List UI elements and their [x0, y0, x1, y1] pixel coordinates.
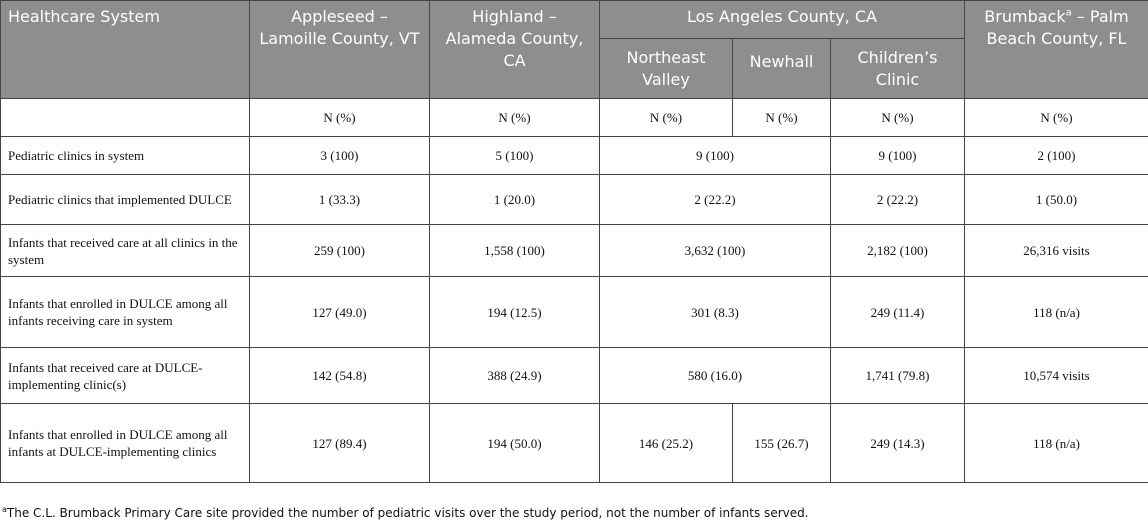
brumback-name: Brumback: [984, 7, 1066, 26]
table-row: N (%) N (%) N (%) N (%) N (%) N (%): [0, 98, 1148, 137]
header-newhall: Newhall: [732, 38, 831, 99]
table-row: Infants that received care at all clinic…: [0, 224, 1148, 277]
table-cell: 194 (50.0): [429, 403, 600, 483]
table-cell: 194 (12.5): [429, 276, 600, 348]
table-cell: 10,574 visits: [964, 347, 1148, 404]
table-cell: 1 (33.3): [249, 174, 430, 225]
results-table: Healthcare System Appleseed – Lamoille C…: [0, 0, 1148, 483]
row-label: Infants that enrolled in DULCE among all…: [0, 403, 250, 483]
n-pct-label: N (%): [830, 98, 965, 137]
header-healthcare-system: Healthcare System: [0, 0, 250, 99]
brumback-location: – Palm Beach County, FL: [986, 7, 1129, 48]
table-cell: 1 (50.0): [964, 174, 1148, 225]
table-cell: 127 (49.0): [249, 276, 430, 348]
row-label: Infants that received care at DULCE-impl…: [0, 347, 250, 404]
row-label: Pediatric clinics in system: [0, 136, 250, 175]
header-highland: Highland – Alameda County, CA: [429, 0, 600, 99]
table-cell: [0, 98, 250, 137]
table-cell: 301 (8.3): [599, 276, 831, 348]
table-cell: 2 (22.2): [830, 174, 965, 225]
table-cell: 146 (25.2): [599, 403, 733, 483]
table-cell: 388 (24.9): [429, 347, 600, 404]
table-cell: 5 (100): [429, 136, 600, 175]
table-row: Infants that received care at DULCE-impl…: [0, 347, 1148, 404]
table-cell: 3 (100): [249, 136, 430, 175]
footnote-text: The C.L. Brumback Primary Care site prov…: [6, 506, 809, 520]
table-cell: 127 (89.4): [249, 403, 430, 483]
table-row: Pediatric clinics that implemented DULCE…: [0, 174, 1148, 225]
table-cell: 259 (100): [249, 224, 430, 277]
table-cell: 26,316 visits: [964, 224, 1148, 277]
table-cell: 118 (n/a): [964, 403, 1148, 483]
table-cell: 155 (26.7): [732, 403, 831, 483]
table-cell: 249 (11.4): [830, 276, 965, 348]
table-cell: 142 (54.8): [249, 347, 430, 404]
table-cell: 2 (22.2): [599, 174, 831, 225]
table-cell: 580 (16.0): [599, 347, 831, 404]
header-brumback: Brumbacka – Palm Beach County, FL: [964, 0, 1148, 99]
table-cell: 1,741 (79.8): [830, 347, 965, 404]
table-cell: 2,182 (100): [830, 224, 965, 277]
table-cell: 9 (100): [830, 136, 965, 175]
row-label: Pediatric clinics that implemented DULCE: [0, 174, 250, 225]
table-cell: 9 (100): [599, 136, 831, 175]
n-pct-label: N (%): [964, 98, 1148, 137]
table-cell: 249 (14.3): [830, 403, 965, 483]
n-pct-label: N (%): [249, 98, 430, 137]
table-cell: 118 (n/a): [964, 276, 1148, 348]
table-cell: 1,558 (100): [429, 224, 600, 277]
table-row: Infants that enrolled in DULCE among all…: [0, 403, 1148, 483]
n-pct-label: N (%): [599, 98, 733, 137]
table-cell: 2 (100): [964, 136, 1148, 175]
footnote-marker: a: [2, 505, 7, 514]
table-cell: 1 (20.0): [429, 174, 600, 225]
header-northeast-valley: Northeast Valley: [599, 38, 733, 99]
table-cell: 3,632 (100): [599, 224, 831, 277]
row-label: Infants that received care at all clinic…: [0, 224, 250, 277]
n-pct-label: N (%): [732, 98, 831, 137]
n-pct-label: N (%): [429, 98, 600, 137]
row-label: Infants that enrolled in DULCE among all…: [0, 276, 250, 348]
brumback-footnote-marker: a: [1065, 7, 1072, 19]
table-row: Infants that enrolled in DULCE among all…: [0, 276, 1148, 348]
header-los-angeles-county: Los Angeles County, CA: [599, 0, 965, 39]
header-childrens-clinic: Children’s Clinic: [830, 38, 965, 99]
header-appleseed: Appleseed – Lamoille County, VT: [249, 0, 430, 99]
table-footnote: aThe C.L. Brumback Primary Care site pro…: [2, 505, 809, 521]
table-row: Pediatric clinics in system 3 (100) 5 (1…: [0, 136, 1148, 175]
